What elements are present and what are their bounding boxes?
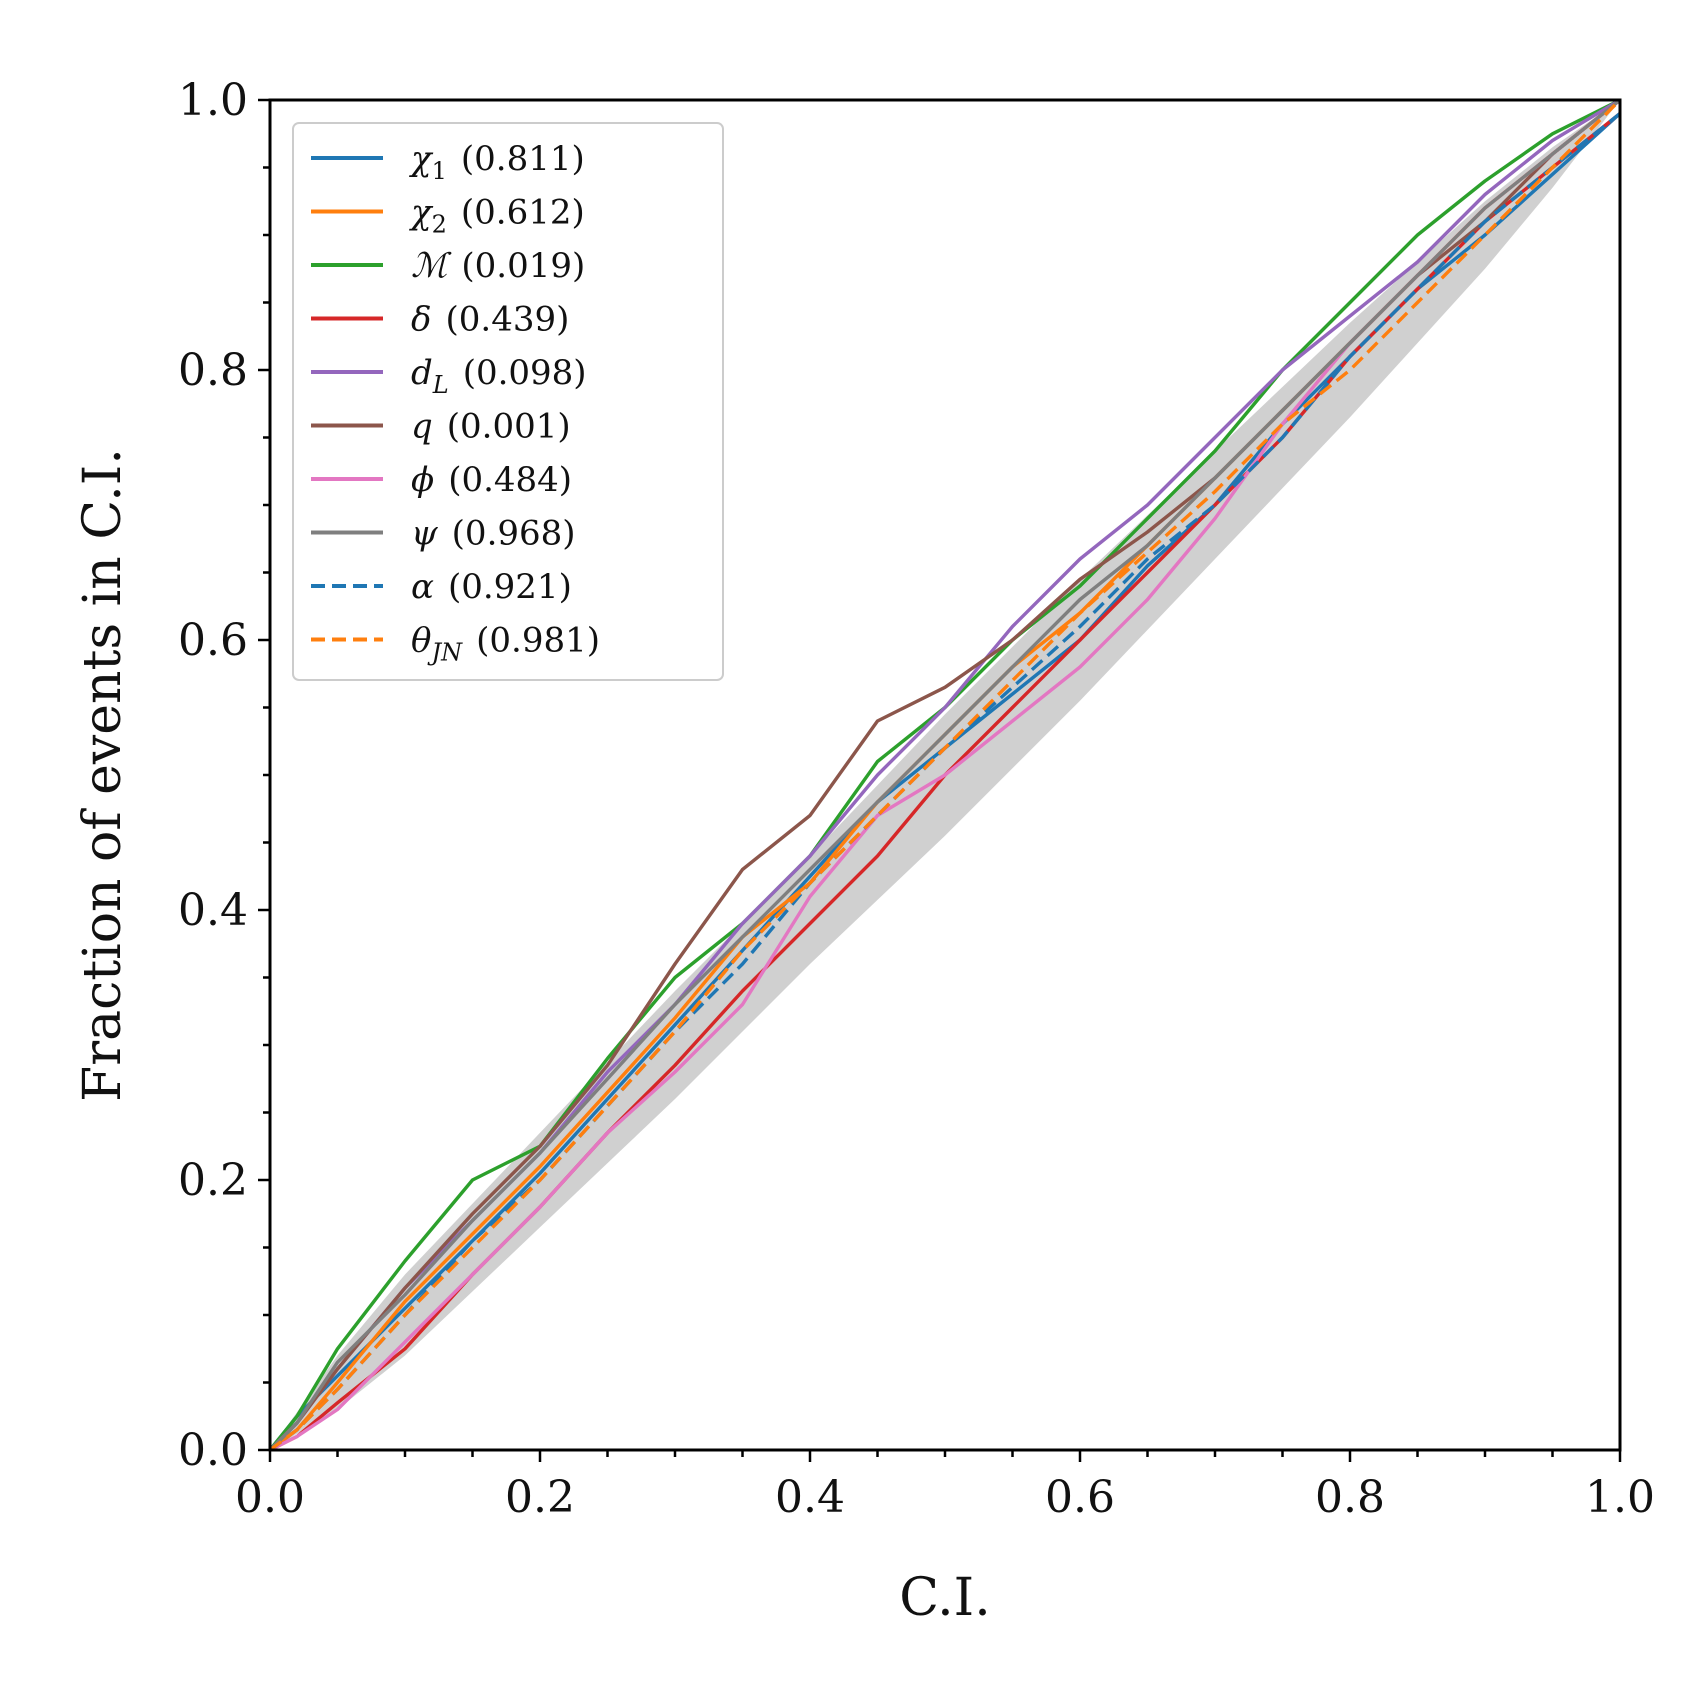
legend-label-6: ϕ (0.484)	[411, 460, 572, 500]
legend-symbol: ψ	[411, 514, 438, 554]
legend-symbol: χ	[409, 139, 434, 179]
axes-layer: 0.0 0.2 0.4 0.6 0.8 1.0 0.0 0.2 0.4 0.6 0.8 1.0	[178, 75, 1655, 1523]
legend-symbol: δ	[411, 300, 431, 340]
legend-label-0: χ1 (0.811)	[409, 139, 585, 185]
x-tick-label: 0.0	[235, 1472, 305, 1523]
series-line-4	[268, 98, 1621, 1452]
legend-label-7: ψ (0.968)	[411, 514, 576, 554]
legend-label-4: dL (0.098)	[411, 353, 587, 399]
x-tick-label: 0.4	[775, 1472, 845, 1523]
legend-pvalue: (0.981)	[476, 621, 600, 661]
legend-symbol: d	[411, 353, 433, 393]
x-tick-label: 0.2	[505, 1472, 575, 1523]
legend-symbol: χ	[409, 193, 434, 233]
y-tick-label: 0.0	[178, 1425, 248, 1476]
legend-pvalue: (0.811)	[461, 139, 585, 179]
legend-symbol: q	[411, 407, 433, 447]
legend-pvalue: (0.439)	[445, 300, 569, 340]
legend-subscript: 2	[432, 211, 447, 239]
legend-symbol: α	[411, 567, 434, 607]
y-axis-title: Fraction of events in C.I.	[73, 448, 133, 1102]
x-tick-label: 0.8	[1315, 1472, 1385, 1523]
legend-label-2: ℳ (0.019)	[411, 246, 585, 286]
series-layer	[268, 98, 1622, 1452]
legend-label-5: q (0.001)	[411, 407, 571, 447]
legend-subscript: L	[432, 371, 449, 399]
legend-subscript: 1	[432, 157, 447, 185]
legend-pvalue: (0.001)	[447, 407, 571, 447]
legend-pvalue: (0.019)	[461, 246, 585, 286]
y-tick-label: 0.8	[178, 345, 248, 396]
series-line-7	[268, 98, 1622, 1452]
legend-pvalue: (0.612)	[461, 193, 585, 233]
y-tick-label: 0.2	[178, 1155, 248, 1206]
legend-symbol: θ	[411, 621, 431, 661]
y-tick-label: 0.4	[178, 885, 248, 936]
series-line-2	[268, 98, 1621, 1452]
y-tick-label: 1.0	[178, 75, 248, 126]
x-axis-title: C.I.	[899, 1568, 991, 1628]
legend-label-9: θJN (0.981)	[411, 621, 600, 667]
x-tick-label: 1.0	[1585, 1472, 1655, 1523]
legend-symbol: ϕ	[411, 460, 434, 500]
legend-frame	[292, 122, 724, 681]
y-tick-label: 0.6	[178, 615, 248, 666]
legend-pvalue: (0.098)	[463, 353, 587, 393]
legend-symbol: ℳ	[411, 246, 452, 286]
x-tick-label: 0.6	[1045, 1472, 1115, 1523]
series-line-9	[268, 98, 1622, 1452]
legend-label-1: χ2 (0.612)	[409, 193, 585, 239]
legend-pvalue: (0.484)	[448, 460, 572, 500]
legend: χ1 (0.811)χ2 (0.612)ℳ (0.019)δ (0.439)dL (0.0…	[292, 122, 724, 681]
legend-subscript: JN	[426, 639, 463, 667]
legend-pvalue: (0.968)	[452, 514, 576, 554]
legend-pvalue: (0.921)	[448, 567, 572, 607]
legend-label-3: δ (0.439)	[411, 300, 569, 340]
legend-label-8: α (0.921)	[411, 567, 572, 607]
